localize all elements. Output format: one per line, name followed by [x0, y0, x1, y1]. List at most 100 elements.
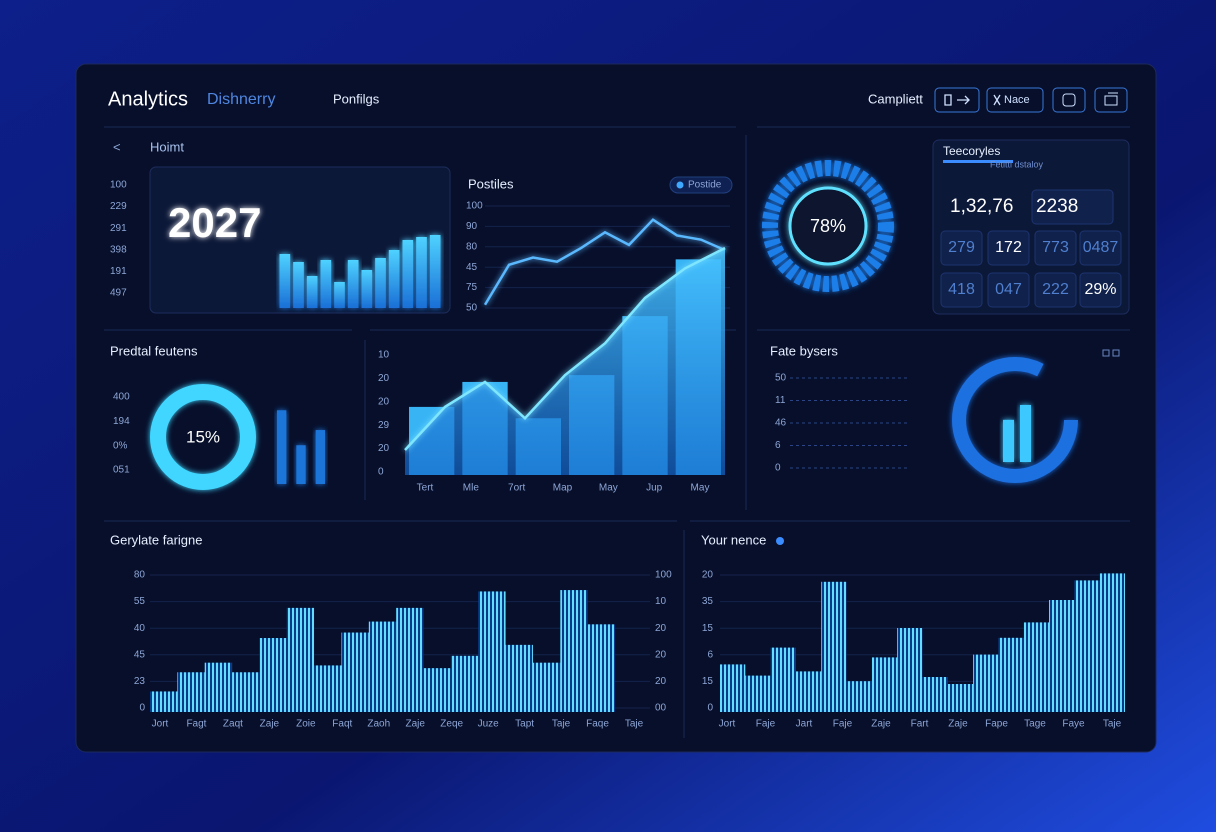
x-tick-label: Zeqe [440, 719, 463, 730]
line [404, 246, 726, 451]
x-tick-label: Tapt [515, 719, 534, 730]
x-tick-label: Fape [985, 719, 1008, 730]
y-tick-label: 194 [113, 416, 130, 427]
button-icon [1062, 93, 1076, 107]
nav-tab[interactable]: Ponfilgs [333, 91, 380, 106]
bar [361, 270, 373, 308]
x-tick-label: Zaje [871, 719, 891, 730]
bar [429, 235, 441, 308]
y-tick-label: 10 [378, 350, 390, 361]
bar [587, 624, 615, 712]
y-tick-label: 100 [466, 201, 483, 212]
categories-card [932, 139, 1130, 315]
x-tick-label: Zaqt [223, 719, 243, 730]
stat-value: 047 [995, 281, 1022, 298]
y-tick-label: 229 [110, 201, 127, 212]
bar [897, 628, 923, 712]
y-tick-label: 29 [378, 420, 390, 431]
x-tick-label: Taje [625, 719, 644, 730]
bar [973, 654, 999, 712]
x-tick-label: Faye [1062, 719, 1085, 730]
y-tick-label: 20 [378, 396, 390, 407]
expand-icon[interactable] [1102, 349, 1120, 357]
y-tick-label: 100 [110, 180, 127, 191]
big-number: 2027 [168, 199, 261, 246]
y-tick-label: 20 [378, 443, 390, 454]
x-tick-label: Taje [552, 719, 571, 730]
bar [388, 250, 400, 308]
stat-cell [940, 272, 983, 308]
back-button[interactable]: < [113, 139, 121, 154]
y-tick-label: 20 [655, 676, 667, 687]
gauge-core [788, 186, 868, 266]
button-frame [1094, 87, 1128, 113]
x-tick-label: Jort [152, 719, 169, 730]
y-tick-label: 55 [134, 596, 146, 607]
y-tick-label: 0 [775, 463, 781, 474]
bar [306, 276, 318, 308]
y-tick-label: 100 [655, 570, 672, 581]
bar [1074, 580, 1100, 712]
y-tick-label: 35 [702, 596, 714, 607]
toolbar-button[interactable]: Nace [986, 87, 1044, 113]
bar [450, 655, 479, 712]
bar [922, 677, 948, 712]
button-icon [993, 94, 1001, 106]
x-tick-label: Jup [646, 483, 663, 494]
area [405, 248, 725, 475]
x-tick-label: Fagt [186, 719, 206, 730]
stat-cell [940, 230, 983, 266]
bar [947, 684, 974, 712]
stat-value: 1,32,76 [950, 196, 1013, 217]
bar [204, 662, 233, 712]
stat-value: 418 [948, 281, 975, 298]
line [483, 218, 726, 306]
bar [150, 691, 178, 712]
x-tick-label: Faje [756, 719, 776, 730]
stat-cell [987, 230, 1030, 266]
bar [821, 581, 847, 712]
gauge-ring [762, 160, 894, 292]
stat-value: 29% [1084, 281, 1116, 298]
y-tick-label: 051 [113, 465, 130, 476]
toolbar-button[interactable] [934, 87, 980, 113]
x-tick-label: Taje [1103, 719, 1122, 730]
panel-subtitle: Fetitti dstaloy [990, 159, 1044, 169]
bar [560, 590, 588, 712]
y-tick-label: 6 [775, 440, 781, 451]
bar [286, 607, 315, 712]
y-tick-label: 15 [702, 623, 714, 634]
bar [1049, 600, 1075, 712]
bar [314, 665, 342, 712]
stat-value: 2238 [1036, 196, 1078, 217]
y-tick-label: 0 [378, 467, 384, 478]
bar [293, 262, 304, 308]
stat-cell [1079, 272, 1122, 308]
title-underline [943, 160, 1013, 163]
stat-value: 279 [948, 239, 975, 256]
bar [532, 662, 561, 712]
app-title: Analytics [108, 88, 188, 110]
y-tick-label: 0 [139, 703, 145, 714]
button-icon [944, 94, 970, 106]
y-tick-label: 398 [110, 244, 127, 255]
x-tick-label: Tage [1024, 719, 1046, 730]
button-label: Nace [1004, 94, 1030, 106]
x-tick-label: May [691, 483, 710, 494]
y-tick-label: 6 [707, 649, 713, 660]
legend-dot [676, 181, 684, 189]
stat-value: 222 [1042, 281, 1069, 298]
bar [375, 258, 386, 308]
bar [745, 675, 771, 712]
x-tick-label: Zaoh [367, 719, 390, 730]
y-tick-label: 23 [134, 676, 146, 687]
x-tick-label: Mle [463, 483, 480, 494]
donut-ring [150, 384, 256, 490]
bar [315, 430, 325, 484]
toolbar-button[interactable] [1094, 87, 1128, 113]
bar [177, 672, 205, 712]
app-subtitle: Dishnerry [207, 91, 275, 108]
bar [416, 237, 427, 308]
toolbar-button[interactable] [1052, 87, 1086, 113]
